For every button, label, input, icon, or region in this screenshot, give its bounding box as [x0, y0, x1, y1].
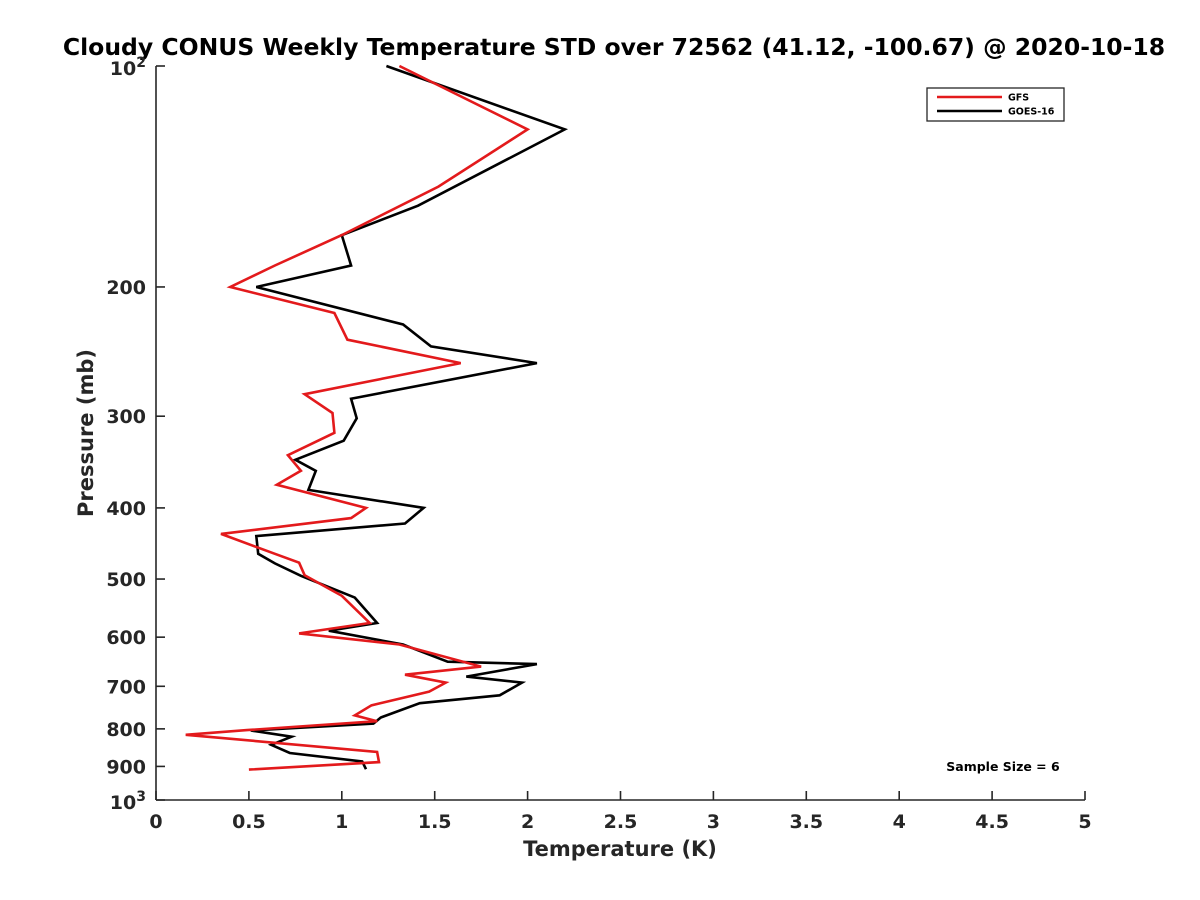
y-tick-label: 200: [106, 277, 146, 299]
y-axis: 200 300 400 500 600 700 800 900 102 103: [106, 55, 165, 814]
y-tick-label: 900: [106, 756, 146, 778]
x-tick-label: 3.5: [789, 811, 823, 833]
series-line-goes-16: [250, 64, 569, 770]
x-tick-label: 2.5: [604, 811, 638, 833]
plot-area: [185, 64, 569, 771]
legend-label: GOES-16: [1008, 107, 1055, 118]
y-tick-label: 500: [106, 569, 146, 591]
x-tick-label: 0.5: [232, 811, 266, 833]
legend: GFS GOES-16: [926, 87, 1065, 122]
y-top-label: 102: [110, 55, 146, 80]
y-tick-label: 400: [106, 498, 146, 520]
y-tick-label: 700: [106, 676, 146, 698]
legend-box: [926, 87, 1065, 122]
x-tick-label: 0: [149, 811, 162, 833]
x-axis-label: Temperature (K): [523, 837, 717, 861]
x-tick-label: 1: [335, 811, 348, 833]
series-line-gfs: [185, 64, 531, 771]
y-axis-label: Pressure (mb): [74, 349, 98, 517]
sample-size-annotation: Sample Size = 6: [946, 759, 1060, 774]
x-tick-label: 4.5: [975, 811, 1009, 833]
y-tick-label: 300: [106, 406, 146, 428]
y-bottom-label: 103: [110, 789, 146, 814]
chart-title: Cloudy CONUS Weekly Temperature STD over…: [63, 33, 1165, 61]
x-tick-label: 1.5: [418, 811, 452, 833]
y-tick-label: 600: [106, 627, 146, 649]
x-tick-label: 4: [893, 811, 906, 833]
legend-label: GFS: [1008, 93, 1029, 104]
x-tick-label: 5: [1078, 811, 1091, 833]
x-tick-label: 2: [521, 811, 534, 833]
x-axis: 0 0.5 1 1.5 2 2.5 3 3.5 4 4.5 5: [149, 791, 1092, 833]
x-tick-label: 3: [707, 811, 720, 833]
y-tick-label: 800: [106, 719, 146, 741]
